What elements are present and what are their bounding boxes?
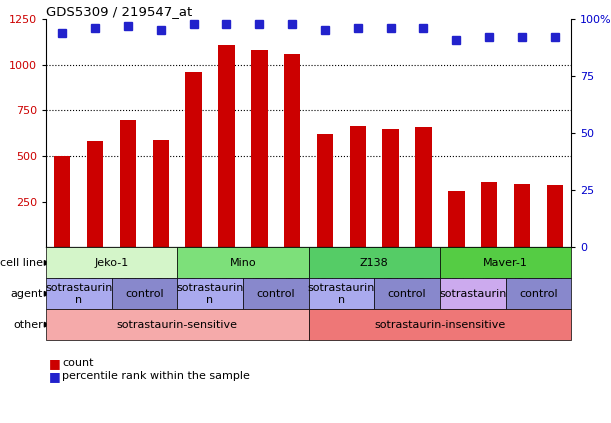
Text: cell line: cell line [0,258,43,268]
Text: sotrastaurin: sotrastaurin [439,289,507,299]
Text: sotrastaurin
n: sotrastaurin n [45,283,112,305]
Text: ■: ■ [49,357,60,370]
Bar [415,127,432,247]
Bar [251,50,268,247]
Bar [514,184,530,247]
Bar [349,126,366,247]
Text: sotrastaurin
n: sotrastaurin n [177,283,244,305]
Text: other: other [13,320,43,330]
Text: Jeko-1: Jeko-1 [94,258,129,268]
Bar [153,140,169,247]
Bar [185,72,202,247]
Text: Z138: Z138 [360,258,389,268]
Text: percentile rank within the sample: percentile rank within the sample [62,371,250,381]
Bar [316,134,333,247]
Bar [448,191,464,247]
Bar [120,120,136,247]
Text: ■: ■ [49,370,60,382]
Text: sotrastaurin-sensitive: sotrastaurin-sensitive [117,320,238,330]
Text: sotrastaurin-insensitive: sotrastaurin-insensitive [375,320,505,330]
Bar [382,129,399,247]
Bar [218,44,235,247]
Text: GDS5309 / 219547_at: GDS5309 / 219547_at [46,5,192,18]
Text: control: control [519,289,558,299]
Bar [54,156,70,247]
Bar [547,185,563,247]
Text: Maver-1: Maver-1 [483,258,528,268]
Bar [87,141,103,247]
Text: control: control [257,289,295,299]
Bar [284,54,301,247]
Text: count: count [62,358,94,368]
Text: sotrastaurin
n: sotrastaurin n [308,283,375,305]
Bar [481,181,497,247]
Text: control: control [388,289,426,299]
Text: agent: agent [10,289,43,299]
Text: control: control [125,289,164,299]
Text: Mino: Mino [230,258,256,268]
